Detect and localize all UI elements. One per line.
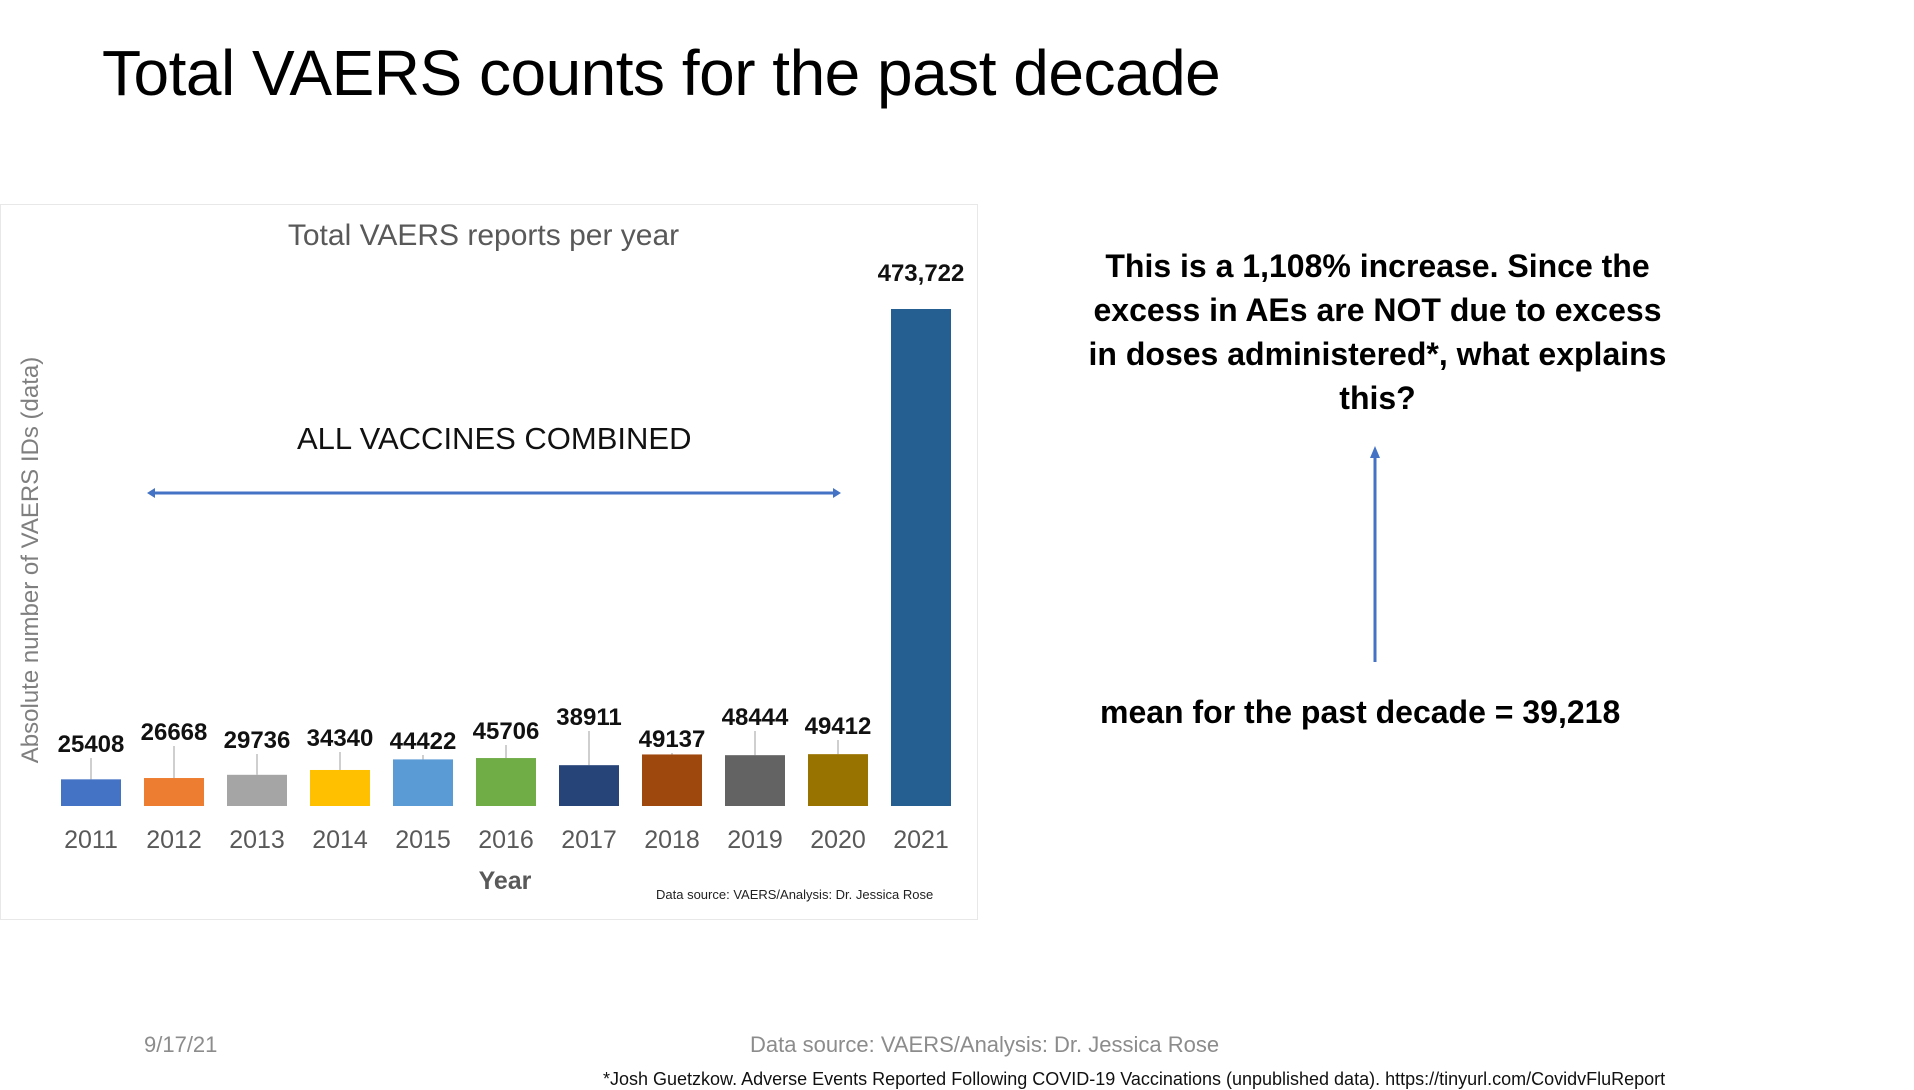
data-label: 49412 bbox=[805, 713, 872, 740]
x-tick-label: 2021 bbox=[893, 826, 949, 854]
bars bbox=[61, 309, 951, 806]
x-tick-label: 2011 bbox=[64, 826, 118, 854]
bar-2019 bbox=[725, 755, 785, 806]
data-label: 44422 bbox=[390, 728, 457, 755]
data-label: 49137 bbox=[639, 726, 706, 753]
up-arrow bbox=[1370, 446, 1380, 662]
mean-text: mean for the past decade = 39,218 bbox=[1100, 694, 1621, 730]
x-tick-label: 2018 bbox=[644, 826, 700, 854]
data-labels: 25408 26668 29736 34340 44422 45706 38911 49137… bbox=[58, 260, 965, 758]
bar-chart: 25408 26668 29736 34340 44422 45706 38911 49137… bbox=[58, 260, 965, 854]
x-tick-label: 2020 bbox=[810, 826, 866, 854]
leader-lines bbox=[90, 731, 839, 780]
bar-2021 bbox=[891, 309, 951, 806]
x-tick-labels: 2011 2012 2013 2014 2015 2016 2017 2018 2019 2020… bbox=[64, 826, 949, 854]
footer-date: 9/17/21 bbox=[144, 1032, 218, 1057]
data-label: 34340 bbox=[307, 725, 374, 752]
bar-2018 bbox=[642, 754, 702, 806]
bar-2016 bbox=[476, 758, 536, 806]
y-axis-label: Absolute number of VAERS IDs (data) bbox=[17, 356, 44, 764]
x-tick-label: 2019 bbox=[727, 826, 783, 854]
bar-2013 bbox=[227, 774, 287, 806]
footer-source: Data source: VAERS/Analysis: Dr. Jessica… bbox=[750, 1032, 1220, 1057]
chart-panel: 25408 26668 29736 34340 44422 45706 38911 49137… bbox=[0, 204, 978, 920]
data-label: 38911 bbox=[556, 704, 621, 731]
x-tick-label: 2017 bbox=[561, 826, 617, 854]
x-tick-label: 2016 bbox=[478, 826, 534, 854]
data-label: 45706 bbox=[473, 718, 540, 745]
data-label: 29736 bbox=[224, 727, 291, 754]
footnote: *Josh Guetzkow. Adverse Events Reported … bbox=[603, 1069, 1666, 1089]
bar-2012 bbox=[144, 778, 204, 806]
bar-2015 bbox=[393, 759, 453, 806]
span-arrow bbox=[147, 488, 841, 498]
callout-text: This is a 1,108% increase. Since the exc… bbox=[1088, 248, 1667, 416]
x-tick-label: 2012 bbox=[146, 826, 202, 854]
chart-source-note: Data source: VAERS/Analysis: Dr. Jessica… bbox=[656, 887, 934, 902]
chart-title: Total VAERS reports per year bbox=[287, 219, 680, 252]
bar-2014 bbox=[310, 769, 370, 806]
bar-2017 bbox=[559, 765, 619, 806]
data-label: 473,722 bbox=[878, 260, 965, 287]
bar-2011 bbox=[61, 779, 121, 806]
data-label: 48444 bbox=[722, 704, 789, 731]
x-axis-label: Year bbox=[478, 867, 532, 895]
all-vaccines-annotation: ALL VACCINES COMBINED bbox=[297, 421, 692, 456]
x-tick-label: 2014 bbox=[312, 826, 368, 854]
span-arrow-right-head bbox=[833, 488, 841, 498]
bar-2020 bbox=[808, 754, 868, 806]
data-label: 26668 bbox=[141, 719, 208, 746]
span-arrow-left-head bbox=[147, 488, 155, 498]
data-label: 25408 bbox=[58, 731, 125, 758]
x-tick-label: 2015 bbox=[395, 826, 451, 854]
x-tick-label: 2013 bbox=[229, 826, 285, 854]
slide-title: Total VAERS counts for the past decade bbox=[102, 37, 1221, 109]
